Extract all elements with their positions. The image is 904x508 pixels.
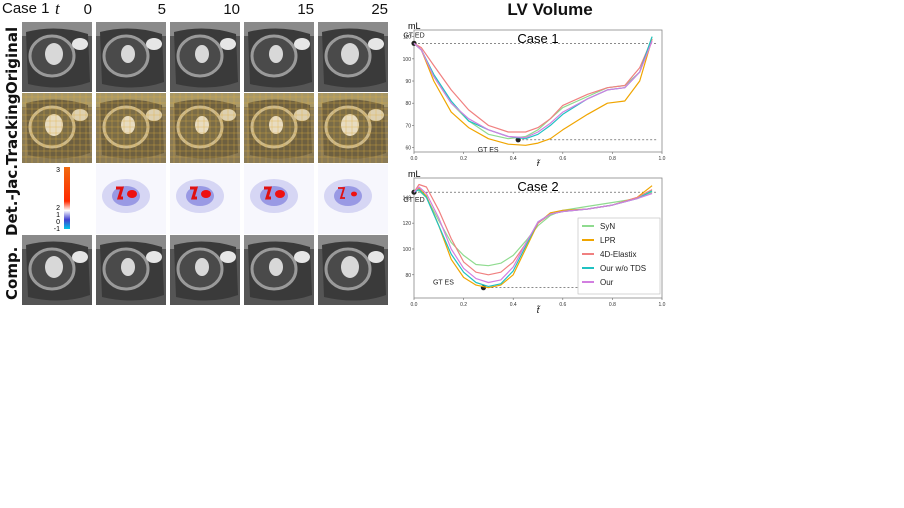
image-frame: [318, 235, 388, 305]
row-label-tracking: Tracking: [3, 93, 21, 165]
series-line: [413, 189, 653, 267]
reference-label: GT ED: [403, 197, 424, 204]
colorbar-tick: 3: [56, 167, 60, 174]
x-tick-label: 1.0: [659, 156, 666, 162]
legend-entry: Our w/o TDS: [600, 264, 646, 273]
x-tick-label: 0.2: [460, 156, 467, 162]
x-tick-label: 0.6: [559, 302, 566, 308]
chart-title: LV Volume: [507, 0, 593, 19]
chart-case-1: Case 1 mL 0.0 0.2 0.4 0.6 0.8 1.0 60 70 80 90 100 110…: [403, 21, 666, 166]
image-frame: [170, 93, 240, 163]
image-frame: [96, 93, 166, 163]
x-axis-label: t̃: [536, 304, 541, 315]
time-frame-label: 0: [83, 1, 92, 18]
reference-label: GT ES: [478, 147, 499, 154]
y-axis-label: mL: [408, 21, 421, 31]
image-frame: [318, 164, 388, 234]
row-label-original: Original: [3, 26, 21, 94]
time-frame-label: 5: [157, 1, 166, 18]
image-frame: [22, 22, 92, 92]
series-line: [413, 38, 653, 133]
y-tick-label: 60: [405, 146, 411, 152]
y-tick-label: 90: [405, 79, 411, 85]
reference-label: GT ED: [403, 32, 424, 39]
image-frame: [244, 22, 314, 92]
time-frame-label: 25: [371, 1, 388, 18]
image-frame: [170, 164, 240, 234]
legend-entry: 4D-Elastix: [600, 250, 636, 259]
colorbar-tick: 1: [56, 212, 60, 219]
y-axis-label: mL: [408, 169, 421, 179]
x-tick-label: 0.0: [411, 156, 418, 162]
image-frame: [96, 164, 166, 234]
image-frame: [244, 164, 314, 234]
x-tick-label: 0.4: [510, 302, 517, 308]
y-tick-label: 70: [405, 123, 411, 129]
image-frame: [170, 235, 240, 305]
y-tick-label: 80: [405, 273, 411, 279]
time-frame-label: 15: [297, 1, 314, 18]
image-frame: [96, 22, 166, 92]
colorbar-tick: 2: [56, 205, 60, 212]
x-tick-label: 1.0: [659, 302, 666, 308]
row-label-det-jac: Det.-Jac.: [3, 163, 21, 236]
x-axis-label: t̃: [536, 158, 541, 166]
case-label: Case 1: [2, 0, 50, 17]
x-tick-label: 0.8: [609, 156, 616, 162]
image-frame: [96, 235, 166, 305]
legend-entry: SyN: [600, 222, 615, 231]
chart-case-2: Case 2 mL 0.0 0.2 0.4 0.6 0.8 1.0 80 100 120 140 t̃ G…: [403, 169, 666, 315]
y-tick-label: 110: [403, 35, 411, 41]
image-frame: [22, 235, 92, 305]
series-line: [413, 40, 653, 139]
jacobian-colorbar: 3 2 1 0 -1: [26, 164, 96, 234]
x-tick-label: 0.6: [559, 156, 566, 162]
image-frame: [244, 235, 314, 305]
chart-subtitle: Case 1: [517, 31, 558, 46]
y-tick-label: 140: [403, 195, 412, 201]
legend-entry: LPR: [600, 236, 616, 245]
row-label-comp: Comp.: [3, 246, 21, 300]
image-frame: [318, 22, 388, 92]
x-tick-label: 0.0: [411, 302, 418, 308]
y-tick-label: 80: [405, 101, 411, 107]
x-tick-label: 0.4: [510, 156, 517, 162]
y-tick-label: 100: [403, 57, 412, 63]
colorbar-tick: 0: [56, 219, 60, 226]
image-frame: [244, 93, 314, 163]
chart-subtitle: Case 2: [517, 179, 558, 194]
image-frame: [170, 22, 240, 92]
image-frame: [318, 93, 388, 163]
series-line: [413, 186, 653, 284]
colorbar-tick: -1: [54, 226, 60, 233]
y-tick-label: 120: [403, 221, 412, 227]
time-symbol: t: [55, 0, 60, 18]
y-tick-label: 100: [403, 247, 412, 253]
image-frame: [22, 93, 92, 163]
image-grid-panel: Case 1 t 0 5 10 15 25 Original Tracking …: [0, 0, 395, 310]
legend-entry: Our: [600, 278, 614, 287]
x-tick-label: 0.2: [460, 302, 467, 308]
time-frame-label: 10: [223, 1, 240, 18]
reference-label: GT ES: [433, 280, 454, 287]
series-line: [413, 38, 653, 146]
x-tick-label: 0.8: [609, 302, 616, 308]
